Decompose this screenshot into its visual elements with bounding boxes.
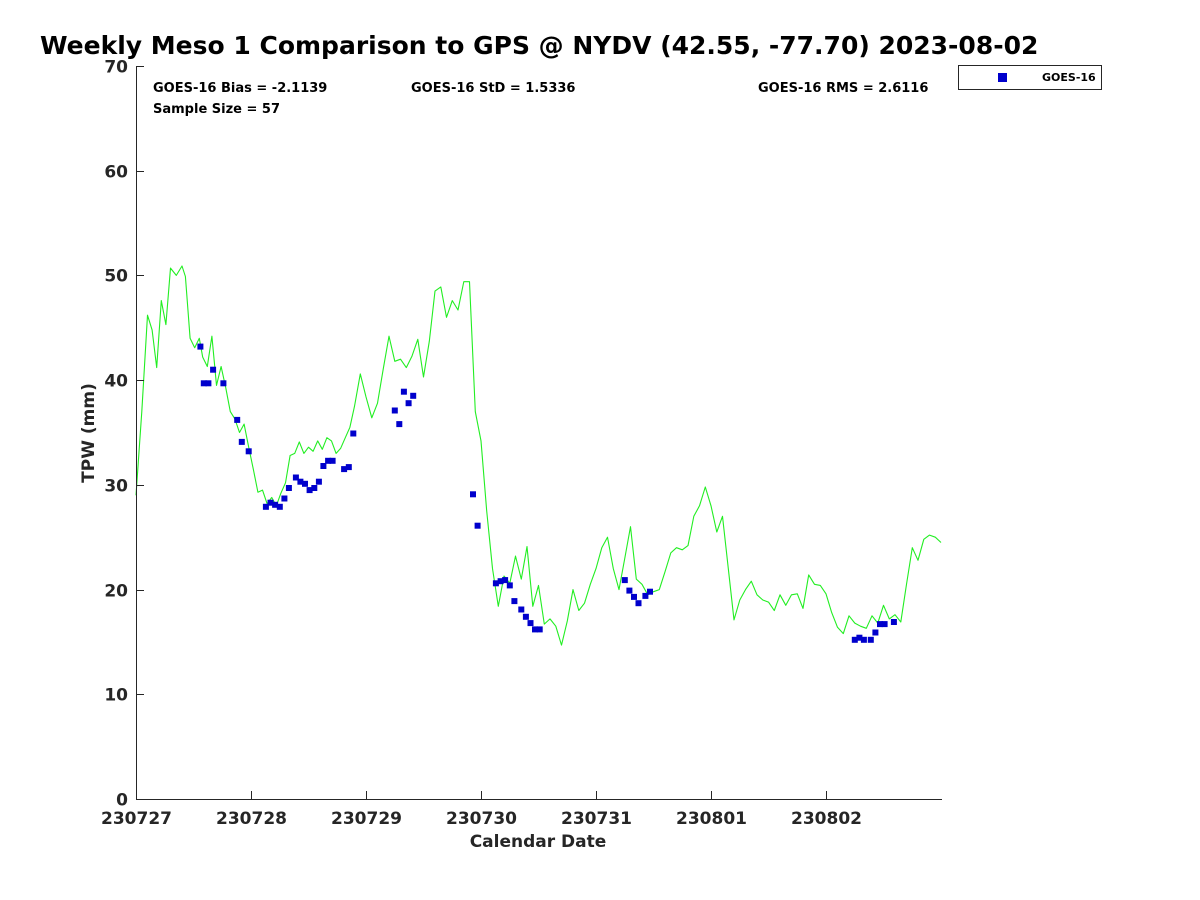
goes-data-point: [396, 421, 403, 428]
legend-marker: [998, 73, 1007, 82]
goes-data-point: [856, 634, 863, 641]
goes-data-point: [197, 343, 204, 350]
x-tick-label: 230730: [446, 809, 517, 829]
rms-stat: GOES-16 RMS = 2.6116: [758, 81, 928, 96]
goes-data-point: [872, 629, 879, 636]
goes-data-point: [511, 598, 518, 605]
goes-data-point: [220, 380, 227, 387]
goes-data-point: [245, 448, 252, 455]
legend-box: [958, 65, 1102, 90]
goes-data-point: [234, 416, 241, 423]
goes-data-point: [315, 478, 322, 485]
goes-data-point: [405, 400, 412, 407]
y-axis-label: TPW (mm): [79, 383, 99, 483]
goes-data-point: [497, 578, 504, 585]
legend-label: GOES-16: [1042, 71, 1096, 84]
goes-data-point: [470, 491, 476, 498]
goes-data-point: [647, 588, 653, 595]
goes-data-point: [210, 366, 217, 373]
goes-data-point: [302, 480, 308, 487]
goes-data-point: [285, 485, 292, 491]
goes-data-point: [518, 606, 525, 613]
y-tick-label: 30: [104, 477, 128, 497]
goes-data-point: [320, 463, 327, 469]
goes-data-point: [272, 501, 279, 508]
y-tick-label: 60: [104, 163, 128, 183]
chart-title: Weekly Meso 1 Comparison to GPS @ NYDV (…: [40, 31, 1038, 60]
gps-line: [135, 265, 942, 646]
goes-data-point: [297, 478, 304, 485]
goes-data-point: [626, 587, 633, 594]
y-tick-label: 40: [104, 372, 128, 392]
goes-data-point: [325, 457, 332, 464]
goes-data-point: [877, 621, 883, 628]
goes-data-point: [276, 503, 283, 510]
goes-data-point: [890, 619, 897, 625]
goes-data-point: [492, 580, 499, 587]
goes-data-point: [522, 613, 529, 620]
goes-data-point: [400, 388, 407, 395]
goes-data-point: [311, 485, 318, 491]
goes-data-point: [262, 503, 269, 510]
x-tick-label: 230731: [561, 809, 632, 829]
goes-data-point: [350, 430, 357, 437]
x-axis-ticks: 230727 230728 230729 230730 230731 230801 2308…: [101, 791, 862, 829]
goes-data-point: [200, 380, 207, 387]
y-tick-label: 50: [104, 267, 128, 287]
goes-data-point: [642, 592, 649, 599]
x-tick-label: 230801: [676, 809, 747, 829]
x-axis-label: Calendar Date: [470, 832, 607, 852]
goes-data-point: [391, 407, 398, 414]
goes-data-point: [267, 499, 274, 506]
goes-data-point: [329, 457, 336, 464]
legend: GOES-16: [958, 65, 1102, 90]
y-tick-label: 0: [116, 791, 128, 811]
std-stat: GOES-16 StD = 1.5336: [411, 81, 575, 96]
bias-stat: GOES-16 Bias = -2.1139: [153, 81, 327, 96]
goes-data-point: [281, 495, 288, 502]
plot-area: [136, 66, 942, 800]
goes-data-point: [851, 636, 858, 643]
gps-series: [135, 265, 942, 646]
sample-size-stat: Sample Size = 57: [153, 102, 280, 117]
goes-data-point: [306, 487, 313, 494]
goes-data-point: [341, 466, 348, 473]
x-tick-label: 230802: [791, 809, 862, 829]
goes-data-point: [881, 621, 888, 628]
goes-data-point: [474, 522, 481, 529]
x-tick-label: 230729: [331, 809, 402, 829]
y-tick-label: 70: [104, 58, 128, 78]
y-tick-label: 10: [104, 686, 128, 706]
y-axis-ticks: 0 10 20 30 40 50 60 70: [104, 58, 144, 811]
y-tick-label: 20: [104, 582, 128, 602]
goes-data-point: [238, 438, 245, 445]
goes-data-point: [502, 577, 509, 584]
goes-data-point: [631, 593, 637, 600]
goes-series: [197, 343, 897, 643]
goes-data-point: [536, 626, 543, 633]
goes-data-point: [635, 600, 642, 607]
goes-data-point: [860, 636, 867, 643]
x-tick-label: 230728: [216, 809, 287, 829]
goes-data-point: [867, 636, 874, 643]
goes-data-point: [532, 626, 538, 633]
goes-data-point: [410, 392, 417, 399]
goes-data-point: [527, 620, 534, 627]
goes-data-point: [506, 582, 513, 589]
goes-data-point: [345, 464, 352, 471]
goes-data-point: [205, 380, 212, 387]
x-tick-label: 230727: [101, 809, 172, 829]
goes-data-point: [292, 474, 299, 481]
goes-data-point: [621, 577, 628, 584]
